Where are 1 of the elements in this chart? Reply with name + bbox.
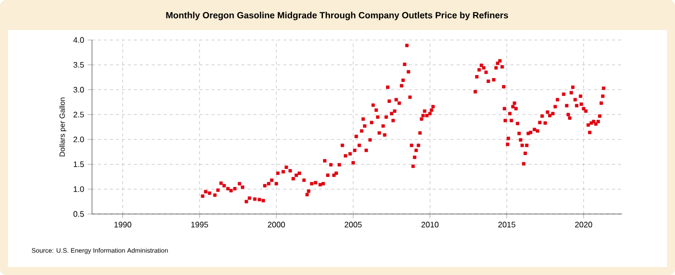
chart-title: Monthly Oregon Gasoline Midgrade Through Company Outlets Price by Refiners <box>166 12 508 20</box>
